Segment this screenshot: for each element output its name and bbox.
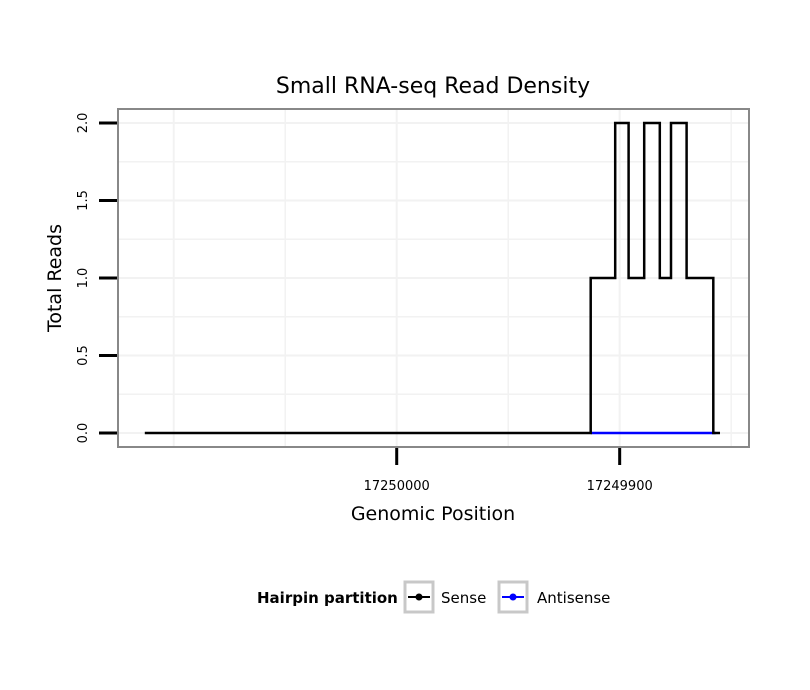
y-tick-label: 1.5 <box>76 190 91 211</box>
legend-item-sense: Sense <box>403 580 486 614</box>
legend-label-antisense: Antisense <box>537 589 610 607</box>
chart-title: Small RNA-seq Read Density <box>276 74 590 99</box>
x-axis: 17250000 17249900 <box>364 448 653 494</box>
legend-title: Hairpin partition <box>257 589 398 607</box>
legend-dot-antisense <box>509 593 517 601</box>
y-axis: 0.0 0.5 1.0 1.5 2.0 <box>76 113 117 444</box>
y-tick-label: 2.0 <box>76 113 91 134</box>
x-tick-label: 17249900 <box>587 479 653 494</box>
grid-lines <box>118 109 749 447</box>
legend-item-antisense: Antisense <box>497 580 610 614</box>
series-layer <box>144 121 720 435</box>
plot-panel-border <box>117 108 750 448</box>
series-line-sense <box>144 121 720 435</box>
x-axis-title: Genomic Position <box>351 503 515 525</box>
y-tick-label: 1.0 <box>76 268 91 289</box>
legend: Hairpin partition Sense Antisense <box>257 580 610 614</box>
y-tick-label: 0.5 <box>76 345 91 366</box>
y-tick-label: 0.0 <box>76 423 91 444</box>
legend-dot-sense <box>415 593 423 601</box>
legend-label-sense: Sense <box>441 589 486 607</box>
x-tick-label: 17250000 <box>364 479 430 494</box>
y-axis-title: Total Reads <box>44 224 66 333</box>
